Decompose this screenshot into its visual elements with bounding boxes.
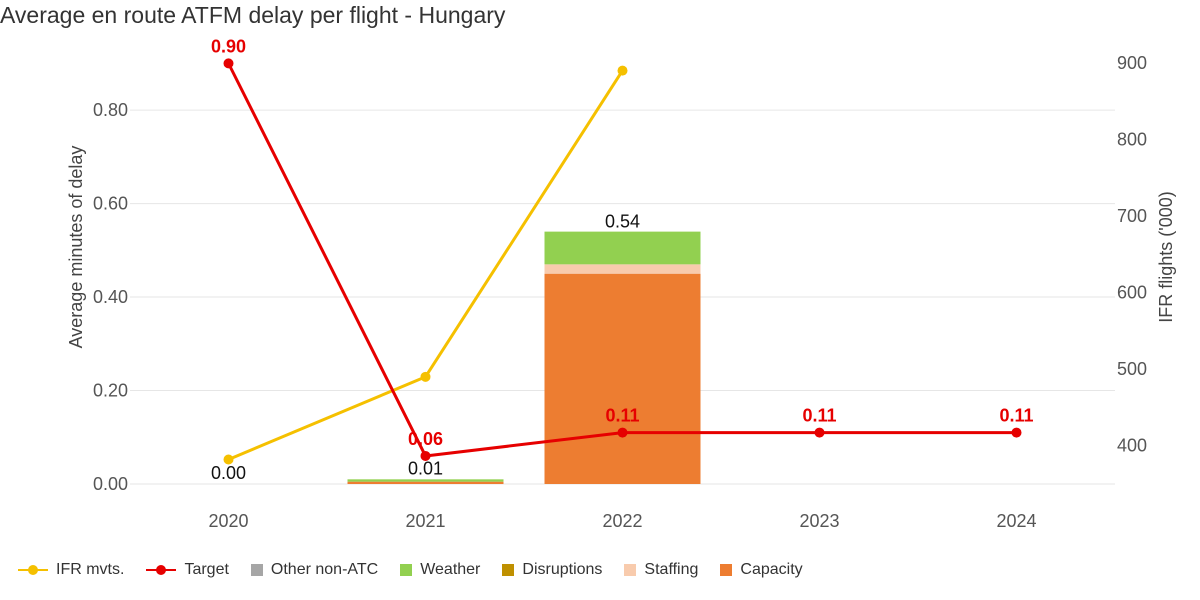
legend-swatch-box — [250, 564, 263, 576]
legend-item-capacity[interactable]: Capacity — [720, 561, 803, 579]
legend-label: Other non-ATC — [270, 561, 379, 578]
x-tick-label: 2020 — [208, 511, 248, 531]
bar-total-label-2022: 0.54 — [605, 212, 640, 232]
legend-swatch-line — [18, 564, 48, 576]
line-layer — [223, 58, 1022, 465]
y-right-tick-label: 700 — [1117, 206, 1147, 226]
point-target-2022 — [617, 427, 628, 438]
bar-staffing-2022 — [544, 264, 701, 274]
legend-item-weather[interactable]: Weather — [400, 561, 480, 579]
legend-swatch-box — [400, 564, 413, 576]
legend-item-staffing[interactable]: Staffing — [624, 561, 698, 579]
y-right-tick-label: 900 — [1117, 53, 1147, 73]
y-left-axis-title: Average minutes of delay — [66, 146, 86, 349]
point-ifr-mvts-2021 — [420, 371, 431, 382]
point-ifr-mvts-2020 — [223, 454, 234, 465]
chart-title: Average en route ATFM delay per flight -… — [0, 2, 506, 28]
legend-item-other-non-atc[interactable]: Other non-ATC — [250, 561, 379, 579]
target-label-2020: 0.90 — [211, 36, 246, 56]
legend-swatch-line — [146, 564, 177, 576]
y-right-tick-label: 800 — [1117, 130, 1147, 150]
legend-swatch-box — [720, 564, 733, 576]
x-tick-label: 2024 — [996, 511, 1036, 531]
point-ifr-mvts-2022 — [617, 65, 628, 76]
x-tick-label: 2023 — [799, 511, 839, 531]
target-label-2022: 0.11 — [605, 406, 639, 426]
bar-total-label-2020: 0.00 — [211, 463, 246, 483]
bar-capacity-2022 — [544, 273, 701, 484]
y-left-tick-label: 0.80 — [93, 100, 128, 120]
y-left-tick-label: 0.40 — [93, 287, 128, 307]
label-layer: 0.00 0.01 0.54 0.90 0.06 0.11 0.11 0.11 — [211, 36, 1034, 483]
legend-label: Target — [184, 561, 229, 578]
y-right-tick-label: 600 — [1117, 283, 1147, 303]
y-left-tick-label: 0.00 — [93, 474, 128, 494]
point-target-2024 — [1011, 427, 1022, 438]
y-right-tick-label: 500 — [1117, 359, 1147, 379]
x-tick-label: 2021 — [405, 511, 445, 531]
target-label-2021: 0.06 — [408, 429, 443, 449]
legend-label: Disruptions — [522, 561, 603, 578]
y-right-tick-label: 400 — [1117, 436, 1147, 456]
axis-layer: 0.00 0.20 0.40 0.60 0.80 400 500 600 700 800 900 20… — [66, 53, 1176, 531]
y-right-axis-title: IFR flights ('000) — [1156, 191, 1176, 322]
target-label-2023: 0.11 — [802, 406, 836, 426]
bar-weather-2022 — [544, 231, 701, 265]
legend-label: IFR mvts. — [56, 561, 125, 578]
legend-swatch-box — [502, 564, 515, 576]
point-target-2020 — [223, 58, 234, 69]
legend-item-ifr-mvts[interactable]: IFR mvts. — [18, 561, 124, 579]
target-label-2024: 0.11 — [999, 406, 1033, 426]
bar-layer — [347, 231, 701, 484]
bar-total-label-2021: 0.01 — [408, 458, 443, 478]
legend-label: Capacity — [740, 561, 803, 578]
y-left-tick-label: 0.20 — [93, 381, 128, 401]
legend-label: Weather — [420, 561, 481, 578]
legend-label: Staffing — [644, 561, 699, 578]
legend-item-disruptions[interactable]: Disruptions — [502, 561, 602, 579]
legend-swatch-box — [624, 564, 637, 576]
point-target-2021 — [420, 450, 431, 461]
legend: IFR mvts. Target Other non-ATC Weather Disru… — [18, 561, 803, 579]
y-left-tick-label: 0.60 — [93, 194, 128, 214]
legend-item-target[interactable]: Target — [146, 561, 229, 579]
bar-weather-2021 — [347, 479, 504, 482]
bar-capacity-2021 — [347, 481, 504, 484]
x-tick-label: 2022 — [602, 511, 642, 531]
point-target-2023 — [814, 427, 825, 438]
